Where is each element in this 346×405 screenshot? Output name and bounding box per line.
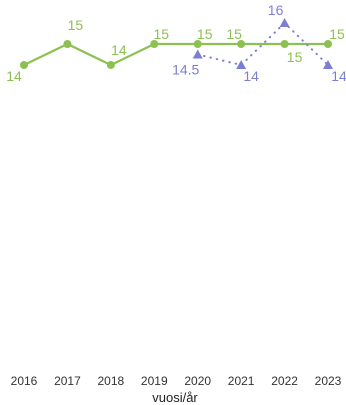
series-1-point — [324, 40, 332, 48]
series-2-point — [236, 60, 247, 69]
series-1-point — [20, 61, 28, 69]
x-tick-label: 2021 — [228, 374, 255, 388]
series-2-data-label: 14 — [331, 68, 346, 84]
series-2-point — [279, 18, 290, 27]
x-axis: 2016 2017 2018 2019 2020 2021 2022 2023 — [11, 374, 342, 388]
series-1-data-label: 14 — [111, 42, 127, 58]
series-1-data-label: 15 — [287, 49, 303, 65]
series-1-data-label: 15 — [153, 26, 169, 42]
series-2-data-label: 14 — [243, 68, 259, 84]
x-tick-label: 2019 — [141, 374, 168, 388]
series-1-data-label: 15 — [68, 17, 84, 33]
x-tick-label: 2023 — [315, 374, 342, 388]
series-1-data-label: 15 — [329, 26, 345, 42]
series-1-data-label: 15 — [226, 26, 242, 42]
series-1-point — [63, 40, 72, 48]
series-layer — [20, 18, 333, 69]
series-1-point — [106, 61, 115, 69]
series-1-data-label: 15 — [197, 26, 213, 42]
x-tick-label: 2018 — [98, 374, 125, 388]
series-2-point — [323, 60, 333, 69]
series-2-data-label: 16 — [268, 2, 284, 18]
x-tick-label: 2022 — [271, 374, 298, 388]
series-1-point — [193, 40, 202, 48]
series-1-point — [280, 40, 289, 48]
series-1-point — [150, 40, 159, 48]
x-tick-label: 2016 — [11, 374, 38, 388]
x-tick-label: 2020 — [184, 374, 211, 388]
x-tick-label: 2017 — [54, 374, 81, 388]
series-2-point — [192, 49, 203, 59]
data-label-layer: 14 15 14 15 15 15 15 15 14.5 14 16 14 — [6, 2, 346, 84]
series-1-line — [22, 42, 330, 67]
x-axis-label: vuosi/år — [152, 390, 198, 405]
series-1-data-label: 14 — [6, 68, 22, 84]
series-1-point — [237, 40, 246, 48]
series-2-data-label: 14.5 — [172, 62, 199, 78]
